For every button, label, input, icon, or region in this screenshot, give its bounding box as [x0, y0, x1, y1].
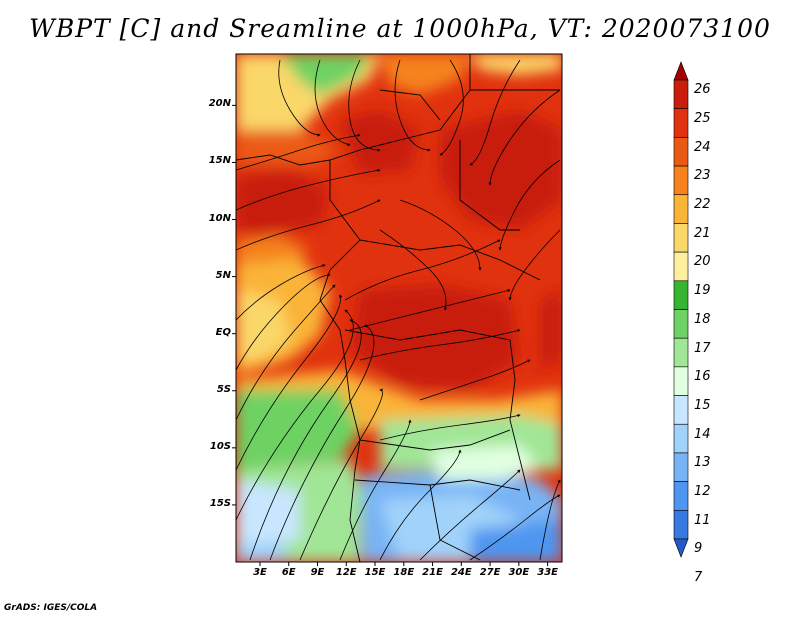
plot-frame — [235, 53, 563, 563]
lon-tick-label: 9E — [310, 567, 325, 578]
colorbar-segment — [673, 165, 689, 196]
colorbar-segment — [673, 61, 689, 81]
colorbar-label: 18 — [694, 311, 711, 327]
colorbar-label: 19 — [694, 283, 711, 299]
colorbar-segment — [673, 223, 689, 253]
colorbar-segment — [673, 452, 689, 482]
colorbar-segment — [673, 251, 689, 282]
lon-tick-label: 6E — [281, 567, 296, 578]
map-title: WBPT [C] and Sreamline at 1000hPa, VT: 2… — [29, 14, 771, 43]
streamlines — [236, 59, 561, 561]
country-borders — [236, 54, 560, 562]
lon-tick-label: 18E — [393, 567, 415, 578]
colorbar-segment — [673, 137, 689, 167]
lon-tick-label: 33E — [537, 567, 558, 578]
colorbar-segment — [673, 194, 689, 224]
lat-tick-label: 20N — [208, 98, 231, 110]
colorbar-label: 17 — [694, 340, 711, 356]
colorbar-segment — [673, 280, 689, 310]
colorbar-label: 25 — [694, 111, 711, 127]
lon-tick-label: 24E — [450, 567, 472, 578]
lat-tick-label: 5S — [216, 383, 231, 395]
lat-tick-label: 15N — [208, 155, 231, 167]
colorbar-segment — [673, 309, 689, 339]
lon-tick-label: 3E — [253, 567, 267, 578]
lon-tick-label: 21E — [422, 567, 443, 578]
colorbar-segment — [673, 366, 689, 396]
lat-tick-label: 15S — [209, 497, 231, 509]
wbpt-shaded-field — [236, 54, 562, 562]
colorbar-label: 23 — [694, 168, 711, 184]
lat-tick-label: 5N — [215, 269, 231, 281]
colorbar-segment — [673, 510, 689, 540]
colorbar-segment — [673, 79, 689, 109]
colorbar-label: 21 — [694, 225, 711, 241]
colorbar-label: 22 — [694, 197, 711, 213]
colorbar-segment — [673, 538, 689, 558]
lon-tick-label: 27E — [479, 567, 501, 578]
colorbar — [673, 61, 689, 558]
colorbar-label: 11 — [694, 512, 711, 528]
colorbar-segment — [673, 108, 689, 138]
colorbar-segment — [673, 481, 689, 511]
colorbar-segment — [673, 423, 689, 454]
axis-ticks — [232, 104, 549, 566]
lon-tick-label: 30E — [508, 567, 530, 578]
colorbar-label: 12 — [694, 483, 711, 499]
colorbar-label: 26 — [694, 82, 711, 98]
lon-tick-label: 12E — [335, 567, 357, 578]
lat-tick-label: 10N — [208, 212, 231, 224]
colorbar-label: 20 — [694, 254, 711, 270]
lat-tick-label: EQ — [215, 326, 231, 338]
lon-tick-label: 15E — [364, 567, 386, 578]
colorbar-label: 15 — [694, 397, 711, 413]
colorbar-label: 13 — [694, 455, 711, 471]
colorbar-segment — [673, 395, 689, 425]
colorbar-label: 14 — [694, 426, 711, 442]
colorbar-label: 16 — [694, 369, 711, 385]
lat-tick-label: 10S — [209, 440, 231, 452]
colorbar-label: 9 — [694, 541, 703, 557]
grads-credit: GrADS: IGES/COLA — [4, 603, 98, 613]
colorbar-label: 7 — [694, 570, 703, 586]
colorbar-label: 24 — [694, 139, 711, 155]
colorbar-segment — [673, 337, 689, 368]
